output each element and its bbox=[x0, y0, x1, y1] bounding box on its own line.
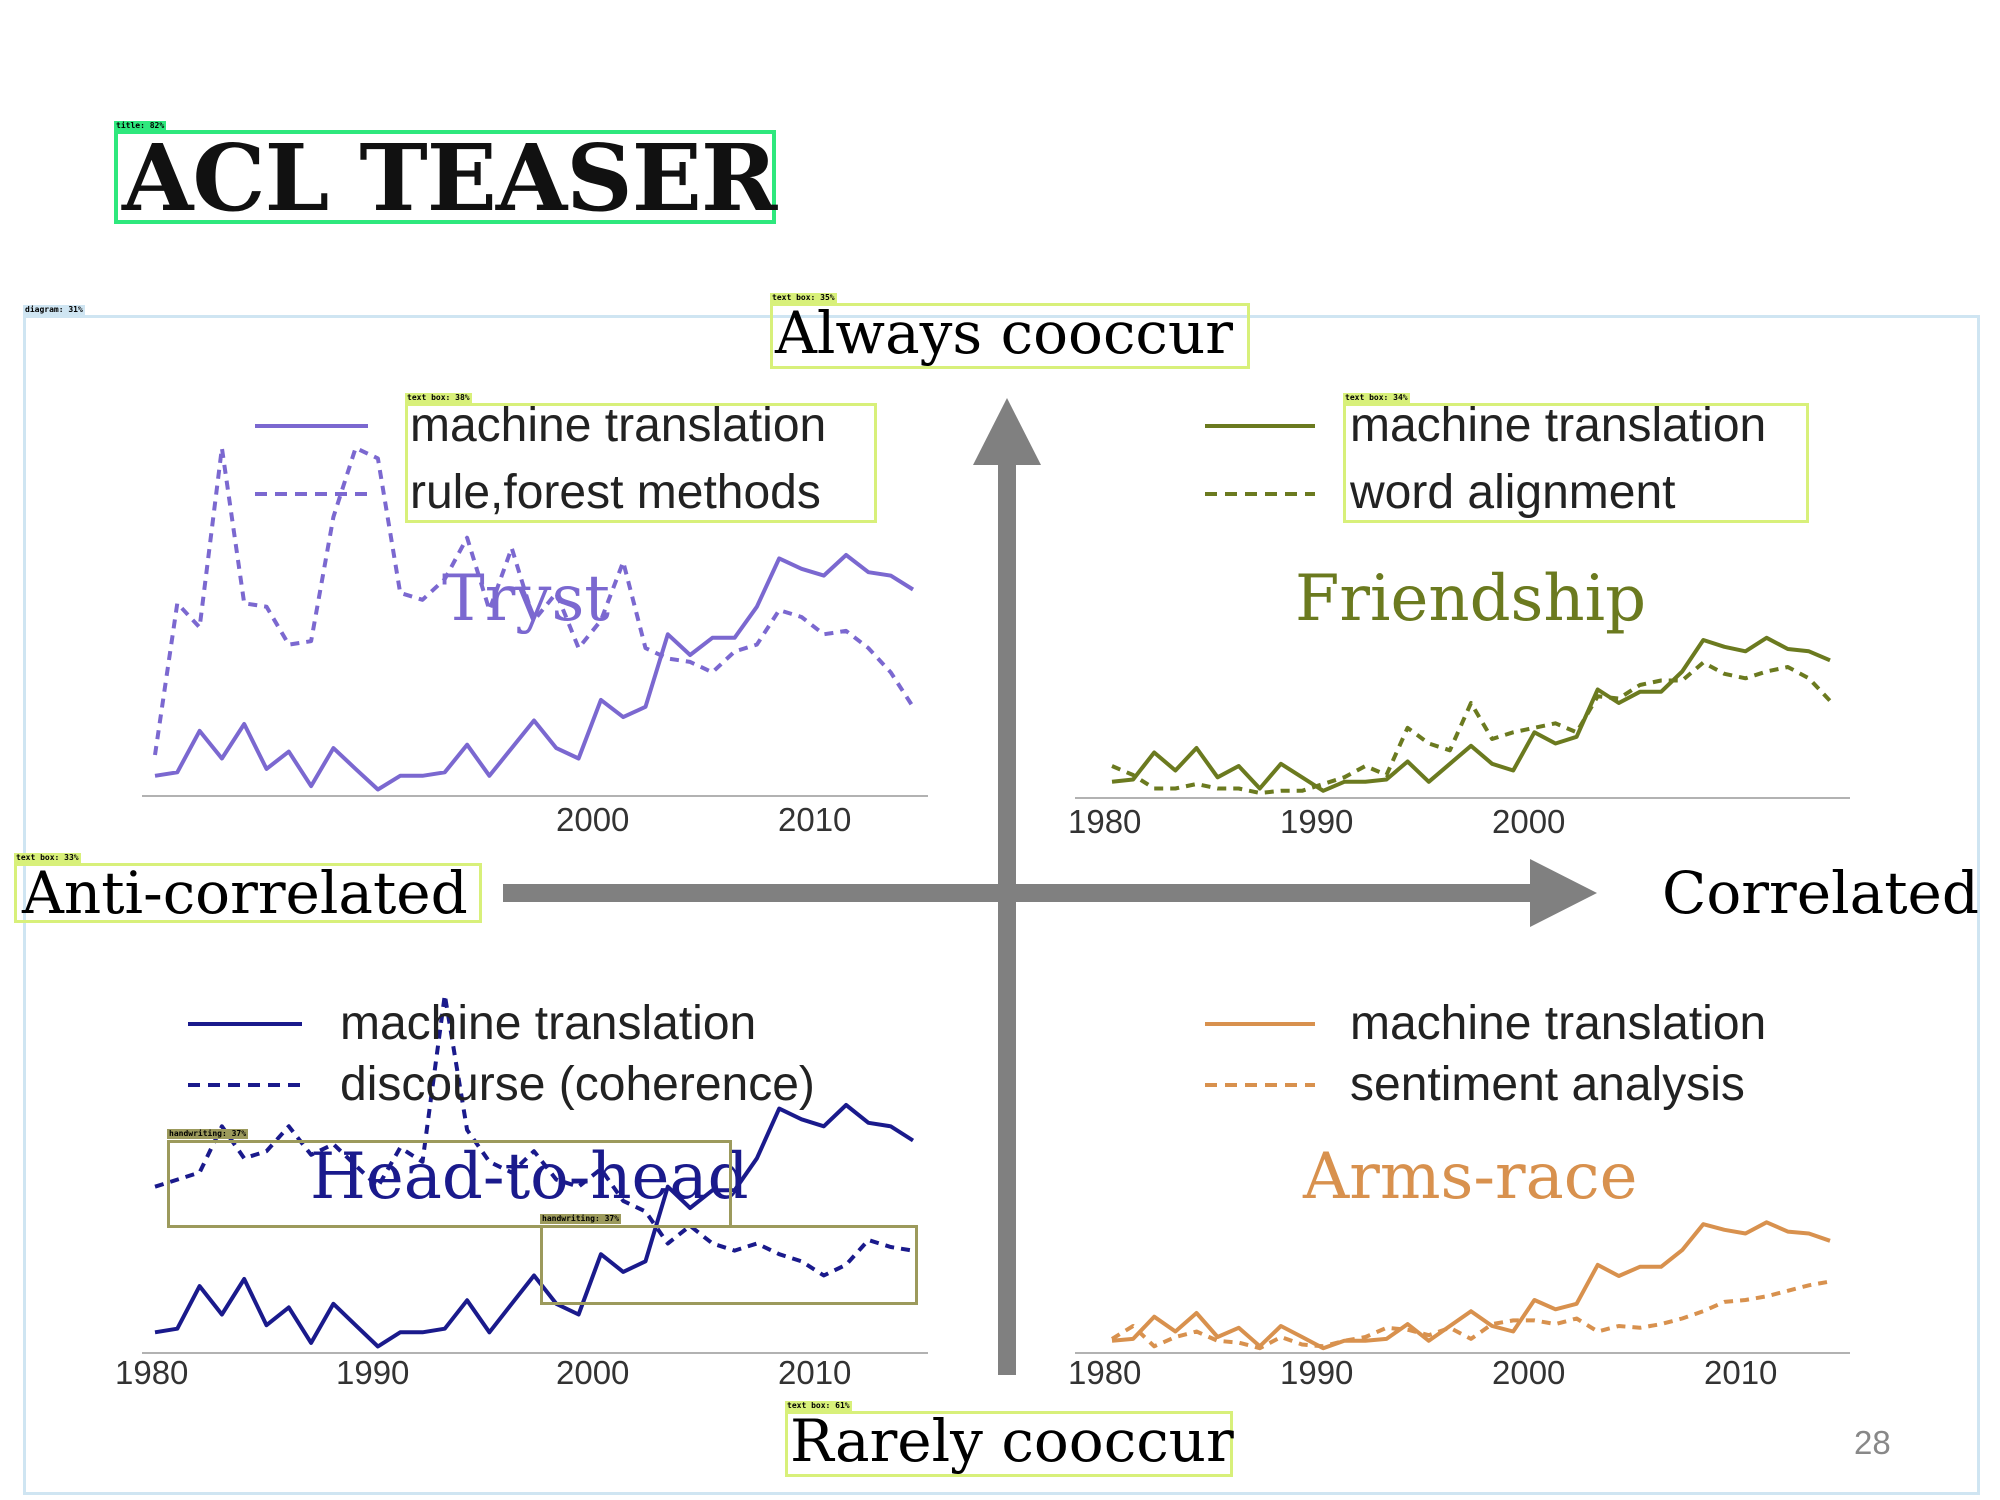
arms-chart-title: Arms-race bbox=[1303, 1140, 1638, 1214]
always-detection-box bbox=[770, 303, 1250, 369]
hw1-detection-box bbox=[167, 1140, 732, 1228]
head-tick-label: 1980 bbox=[115, 1354, 189, 1391]
anti-detection-box bbox=[14, 863, 482, 923]
page-number: 28 bbox=[1854, 1424, 1891, 1461]
tryst-tick-label: 2010 bbox=[778, 801, 852, 838]
diagram-detection-box bbox=[23, 315, 1980, 1495]
always-detection-label: text box: 35% bbox=[770, 293, 837, 303]
friendship-legend-series-1: machine translation bbox=[1350, 399, 1767, 452]
title-detection-box bbox=[114, 130, 776, 224]
arms-legend-series-1: machine translation bbox=[1350, 997, 1767, 1050]
head-legend-series-2: discourse (coherence) bbox=[340, 1058, 815, 1111]
arms-legend-series-2: sentiment analysis bbox=[1350, 1058, 1745, 1111]
slide-title: ACL TEASER bbox=[122, 124, 777, 232]
series-layer bbox=[153, 446, 1832, 1351]
hw2-detection-box bbox=[540, 1225, 918, 1305]
right-arrow-head bbox=[1530, 859, 1597, 927]
tryst-legend-series-1: machine translation bbox=[410, 399, 827, 452]
axis-label-left: Anti-correlated bbox=[22, 859, 468, 927]
rarely-detection-box bbox=[785, 1411, 1233, 1477]
head-chart-title: Head-to-head bbox=[310, 1140, 749, 1214]
rarely-detection-label: text box: 61% bbox=[785, 1401, 852, 1411]
head-tick-label: 2000 bbox=[556, 1354, 630, 1391]
anti-detection-label: text box: 33% bbox=[14, 853, 81, 863]
head-tick-label: 1990 bbox=[336, 1354, 410, 1391]
friendship-legend-detection-label: text box: 34% bbox=[1343, 393, 1410, 403]
arms-tick-label: 2000 bbox=[1492, 1354, 1566, 1391]
tryst-series-1-line bbox=[154, 553, 915, 792]
tryst-legend-detection-label: text box: 38% bbox=[405, 393, 472, 403]
tryst-tick-label: 2000 bbox=[556, 801, 630, 838]
hw1-detection-label: handwriting: 37% bbox=[167, 1129, 249, 1139]
head-legend-series-1: machine translation bbox=[340, 997, 757, 1050]
axis-label-right: Correlated bbox=[1662, 859, 1979, 927]
up-arrow-head bbox=[973, 398, 1041, 465]
arms-race-series-2-line bbox=[1110, 1279, 1831, 1351]
axis-label-top: Always cooccur bbox=[775, 299, 1233, 367]
vertical-axis-line bbox=[998, 460, 1016, 1375]
title-detection-label: title: 82% bbox=[114, 121, 167, 131]
friendship-series-1-line bbox=[1111, 635, 1831, 793]
friendship-tick-label: 2000 bbox=[1492, 803, 1566, 840]
tryst-legend-detection-box bbox=[405, 403, 877, 523]
axis-label-bottom: Rarely cooccur bbox=[790, 1407, 1234, 1475]
arms-race-series-1-line bbox=[1111, 1220, 1831, 1351]
friendship-tick-label: 1990 bbox=[1280, 803, 1354, 840]
arms-tick-label: 2010 bbox=[1704, 1354, 1778, 1391]
tryst-legend-series-2: rule,forest methods bbox=[410, 466, 821, 519]
arms-tick-label: 1980 bbox=[1068, 1354, 1142, 1391]
axis-arrows bbox=[503, 398, 1597, 1375]
diagram-detection-label: diagram: 31% bbox=[23, 305, 85, 315]
arms-tick-label: 1990 bbox=[1280, 1354, 1354, 1391]
friendship-series-2-line bbox=[1111, 660, 1832, 795]
hw2-detection-label: handwriting: 37% bbox=[540, 1214, 622, 1224]
head-to-head-series-1-line bbox=[154, 1103, 915, 1349]
head-tick-label: 2010 bbox=[778, 1354, 852, 1391]
tryst-series-2-line bbox=[153, 446, 915, 756]
friendship-legend-detection-box bbox=[1343, 403, 1809, 523]
friendship-tick-label: 1980 bbox=[1068, 803, 1142, 840]
head-to-head-series-2-line bbox=[154, 993, 914, 1278]
friendship-legend-series-2: word alignment bbox=[1350, 466, 1676, 519]
tryst-chart-title: Tryst bbox=[442, 562, 610, 636]
horizontal-axis-line bbox=[503, 884, 1533, 902]
friendship-chart-title: Friendship bbox=[1295, 562, 1647, 636]
